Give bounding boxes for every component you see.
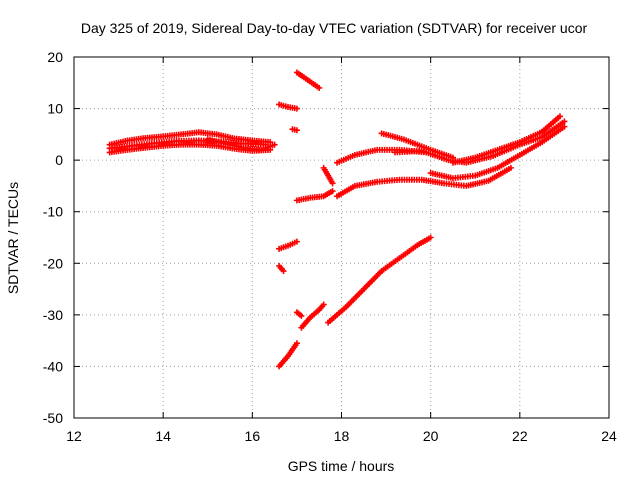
y-tick-label: -40 (43, 358, 63, 374)
x-tick-label: 24 (601, 428, 617, 444)
x-tick-label: 20 (423, 428, 439, 444)
y-tick-label: -30 (43, 307, 63, 323)
grid-layer (74, 57, 609, 418)
data-point (556, 113, 563, 120)
series-arc16 (276, 238, 300, 252)
data-marks (106, 69, 568, 370)
series-arc9 (320, 164, 336, 187)
y-tick-label: 0 (55, 152, 63, 168)
series-arc21 (325, 234, 434, 326)
chart-title: Day 325 of 2019, Sidereal Day-to-day VTE… (81, 20, 588, 36)
y-tick-label: -50 (43, 410, 63, 426)
series-arc10 (334, 164, 514, 200)
x-tick-label: 12 (66, 428, 82, 444)
series-arc7 (289, 126, 300, 134)
series-arc20 (298, 301, 327, 331)
data-point (561, 123, 568, 130)
data-point (329, 188, 336, 195)
series-arc18 (293, 309, 305, 319)
y-tick-label: -10 (43, 204, 63, 220)
x-tick-label: 22 (512, 428, 528, 444)
data-point (293, 238, 300, 245)
data-point (329, 180, 336, 187)
data-point (316, 84, 323, 91)
series-arc1 (106, 129, 274, 148)
series-arc4 (204, 136, 278, 153)
data-point (293, 127, 300, 134)
series-arc14 (427, 123, 568, 182)
x-tick-label: 14 (155, 428, 171, 444)
y-axis-label: SDTVAR / TECUs (5, 182, 21, 294)
series-arc17 (276, 262, 287, 275)
series-arc15 (449, 113, 563, 166)
data-point (507, 164, 514, 171)
y-tick-label: -20 (43, 255, 63, 271)
data-point (271, 141, 278, 148)
plot-frame (73, 56, 610, 419)
series-arc8 (293, 188, 336, 204)
tick-layer: 12 14 16 18 20 22 24 20 10 0 -10 -20 -30 -40 -50 (43, 49, 617, 444)
series-arc6 (293, 69, 323, 91)
data-point (561, 118, 568, 125)
y-tick-label: 20 (47, 49, 63, 65)
series-arc12 (378, 130, 456, 161)
data-point (320, 301, 327, 308)
x-tick-label: 18 (334, 428, 350, 444)
data-point (427, 234, 434, 241)
x-axis-label: GPS time / hours (288, 458, 395, 474)
data-point (293, 340, 300, 347)
data-point (293, 105, 300, 112)
data-point (280, 268, 287, 275)
y-tick-label: 10 (47, 101, 63, 117)
series-arc19 (276, 340, 300, 370)
series-arc5 (276, 101, 300, 112)
x-tick-label: 16 (245, 428, 261, 444)
data-point (298, 312, 305, 319)
